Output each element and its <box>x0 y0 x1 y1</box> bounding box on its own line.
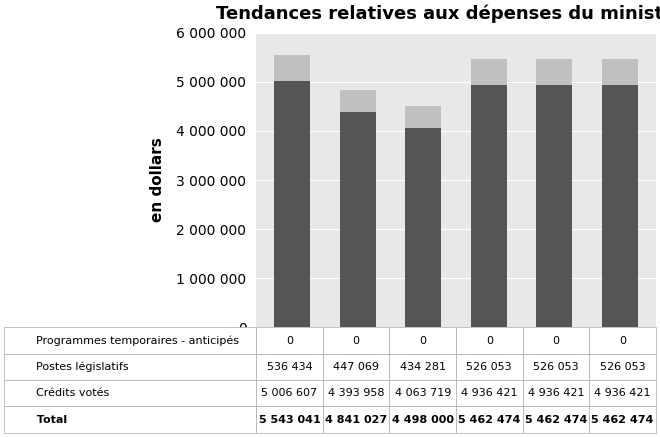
Title: Tendances relatives aux dépenses du ministère: Tendances relatives aux dépenses du mini… <box>216 4 660 23</box>
Bar <box>536 85 572 327</box>
Bar <box>340 90 376 111</box>
Bar <box>340 111 376 327</box>
Bar <box>471 85 507 327</box>
Bar <box>275 55 310 81</box>
Bar <box>602 59 638 85</box>
Y-axis label: en dollars: en dollars <box>150 138 165 222</box>
Bar <box>536 59 572 85</box>
Bar <box>275 81 310 327</box>
Bar <box>602 85 638 327</box>
Bar <box>405 128 442 327</box>
Bar <box>471 59 507 85</box>
Bar <box>405 106 442 128</box>
